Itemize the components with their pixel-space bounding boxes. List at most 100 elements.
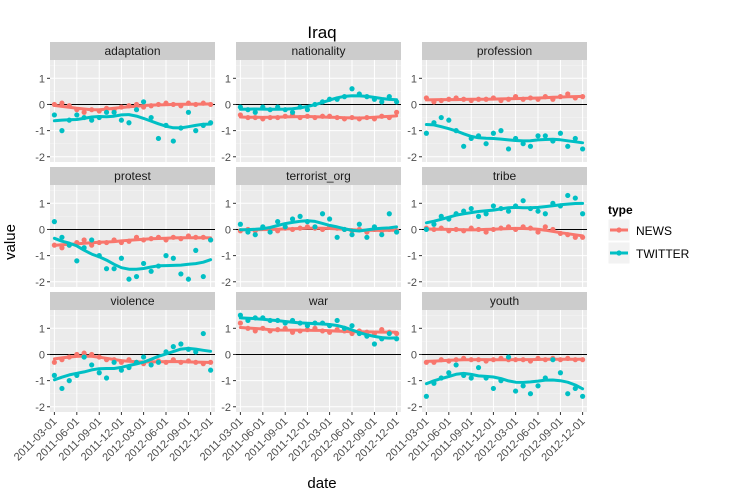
point-twitter — [89, 117, 95, 123]
point-news — [155, 234, 162, 240]
point-twitter — [289, 109, 296, 115]
point-news — [490, 95, 497, 101]
point-twitter — [96, 370, 102, 376]
point-news — [379, 327, 385, 333]
point-news — [103, 357, 110, 363]
point-news — [580, 94, 586, 100]
point-news — [542, 224, 548, 230]
trend-line-news — [238, 114, 399, 120]
point-twitter — [59, 128, 65, 134]
point-news — [260, 325, 266, 331]
point-twitter — [483, 375, 489, 381]
point-news — [96, 239, 102, 246]
point-twitter — [371, 96, 378, 102]
point-news — [140, 237, 147, 243]
point-twitter — [89, 237, 95, 243]
point-twitter — [453, 211, 459, 217]
point-twitter — [148, 114, 154, 121]
point-twitter — [423, 393, 429, 399]
y-tick-label: 0 — [411, 99, 417, 111]
point-twitter — [386, 94, 392, 100]
point-news — [96, 354, 102, 360]
point-twitter — [386, 211, 392, 217]
point-news — [163, 100, 169, 106]
point-twitter — [155, 263, 162, 269]
panel-tribe: tribe -2 -1 0 1 — [407, 167, 587, 289]
point-twitter — [490, 130, 497, 136]
panel-terrorist_org: terrorist_org -2 -1 0 1 — [221, 167, 401, 289]
point-twitter — [334, 317, 340, 324]
point-news — [498, 97, 504, 104]
point-twitter — [111, 109, 117, 115]
point-news — [326, 113, 333, 119]
point-news — [446, 228, 452, 234]
point-news — [580, 357, 586, 363]
point-news — [275, 327, 281, 333]
point-twitter — [260, 224, 266, 230]
point-twitter — [111, 266, 117, 272]
point-twitter — [193, 247, 199, 253]
point-news — [468, 97, 474, 104]
strip-protest — [50, 167, 215, 185]
strip-label-profession: profession — [477, 44, 532, 58]
point-twitter — [475, 364, 482, 371]
strip-label-terrorist_org: terrorist_org — [286, 169, 351, 183]
legend: type NEWS TWITTER — [607, 203, 690, 265]
panel-adaptation: adaptation -2 -1 0 1 — [35, 42, 215, 164]
point-news — [133, 234, 140, 240]
point-news — [550, 226, 556, 233]
point-twitter — [386, 330, 392, 337]
point-twitter — [580, 211, 586, 217]
point-news — [51, 359, 57, 365]
point-news — [453, 95, 459, 101]
point-twitter — [512, 388, 519, 394]
point-news — [557, 94, 564, 100]
point-news — [386, 114, 392, 121]
strip-war — [236, 292, 401, 310]
point-news — [185, 358, 192, 364]
point-twitter — [431, 221, 437, 227]
point-news — [475, 96, 482, 102]
point-twitter — [461, 143, 467, 149]
point-twitter — [580, 393, 586, 399]
point-twitter — [170, 138, 176, 144]
point-twitter — [193, 128, 199, 134]
point-news — [453, 357, 459, 363]
point-news — [423, 95, 429, 101]
point-twitter — [542, 375, 548, 381]
point-news — [140, 104, 147, 110]
point-news — [289, 329, 296, 335]
y-tick-label: -2 — [35, 152, 45, 164]
y-tick-label: -1 — [35, 376, 45, 388]
point-twitter — [341, 226, 348, 233]
point-news — [59, 245, 65, 251]
point-news — [178, 103, 184, 109]
point-twitter — [103, 375, 110, 381]
point-news — [512, 226, 519, 233]
point-twitter — [535, 208, 541, 214]
point-twitter — [468, 205, 474, 212]
point-news — [133, 101, 140, 108]
point-twitter — [371, 224, 378, 230]
point-twitter — [356, 330, 362, 337]
panel-youth: youth-2-1012011-03-012011-06-012011-09-0… — [384, 292, 588, 464]
y-tick-label: -2 — [221, 152, 231, 164]
point-twitter — [304, 219, 311, 225]
point-news — [74, 351, 80, 358]
point-news — [505, 224, 512, 230]
point-twitter — [289, 216, 296, 222]
point-twitter — [155, 359, 162, 365]
point-news — [245, 325, 251, 331]
point-twitter — [178, 341, 184, 347]
point-twitter — [297, 320, 303, 326]
panel-bg-tribe — [422, 185, 587, 287]
trend-line-news — [52, 354, 213, 364]
point-twitter — [438, 213, 444, 219]
point-news — [431, 99, 437, 105]
point-twitter — [66, 378, 72, 384]
point-news — [148, 236, 154, 242]
point-news — [535, 229, 541, 235]
strip-nationality — [236, 42, 401, 60]
point-news — [431, 359, 437, 365]
trend-line-twitter — [52, 346, 213, 382]
